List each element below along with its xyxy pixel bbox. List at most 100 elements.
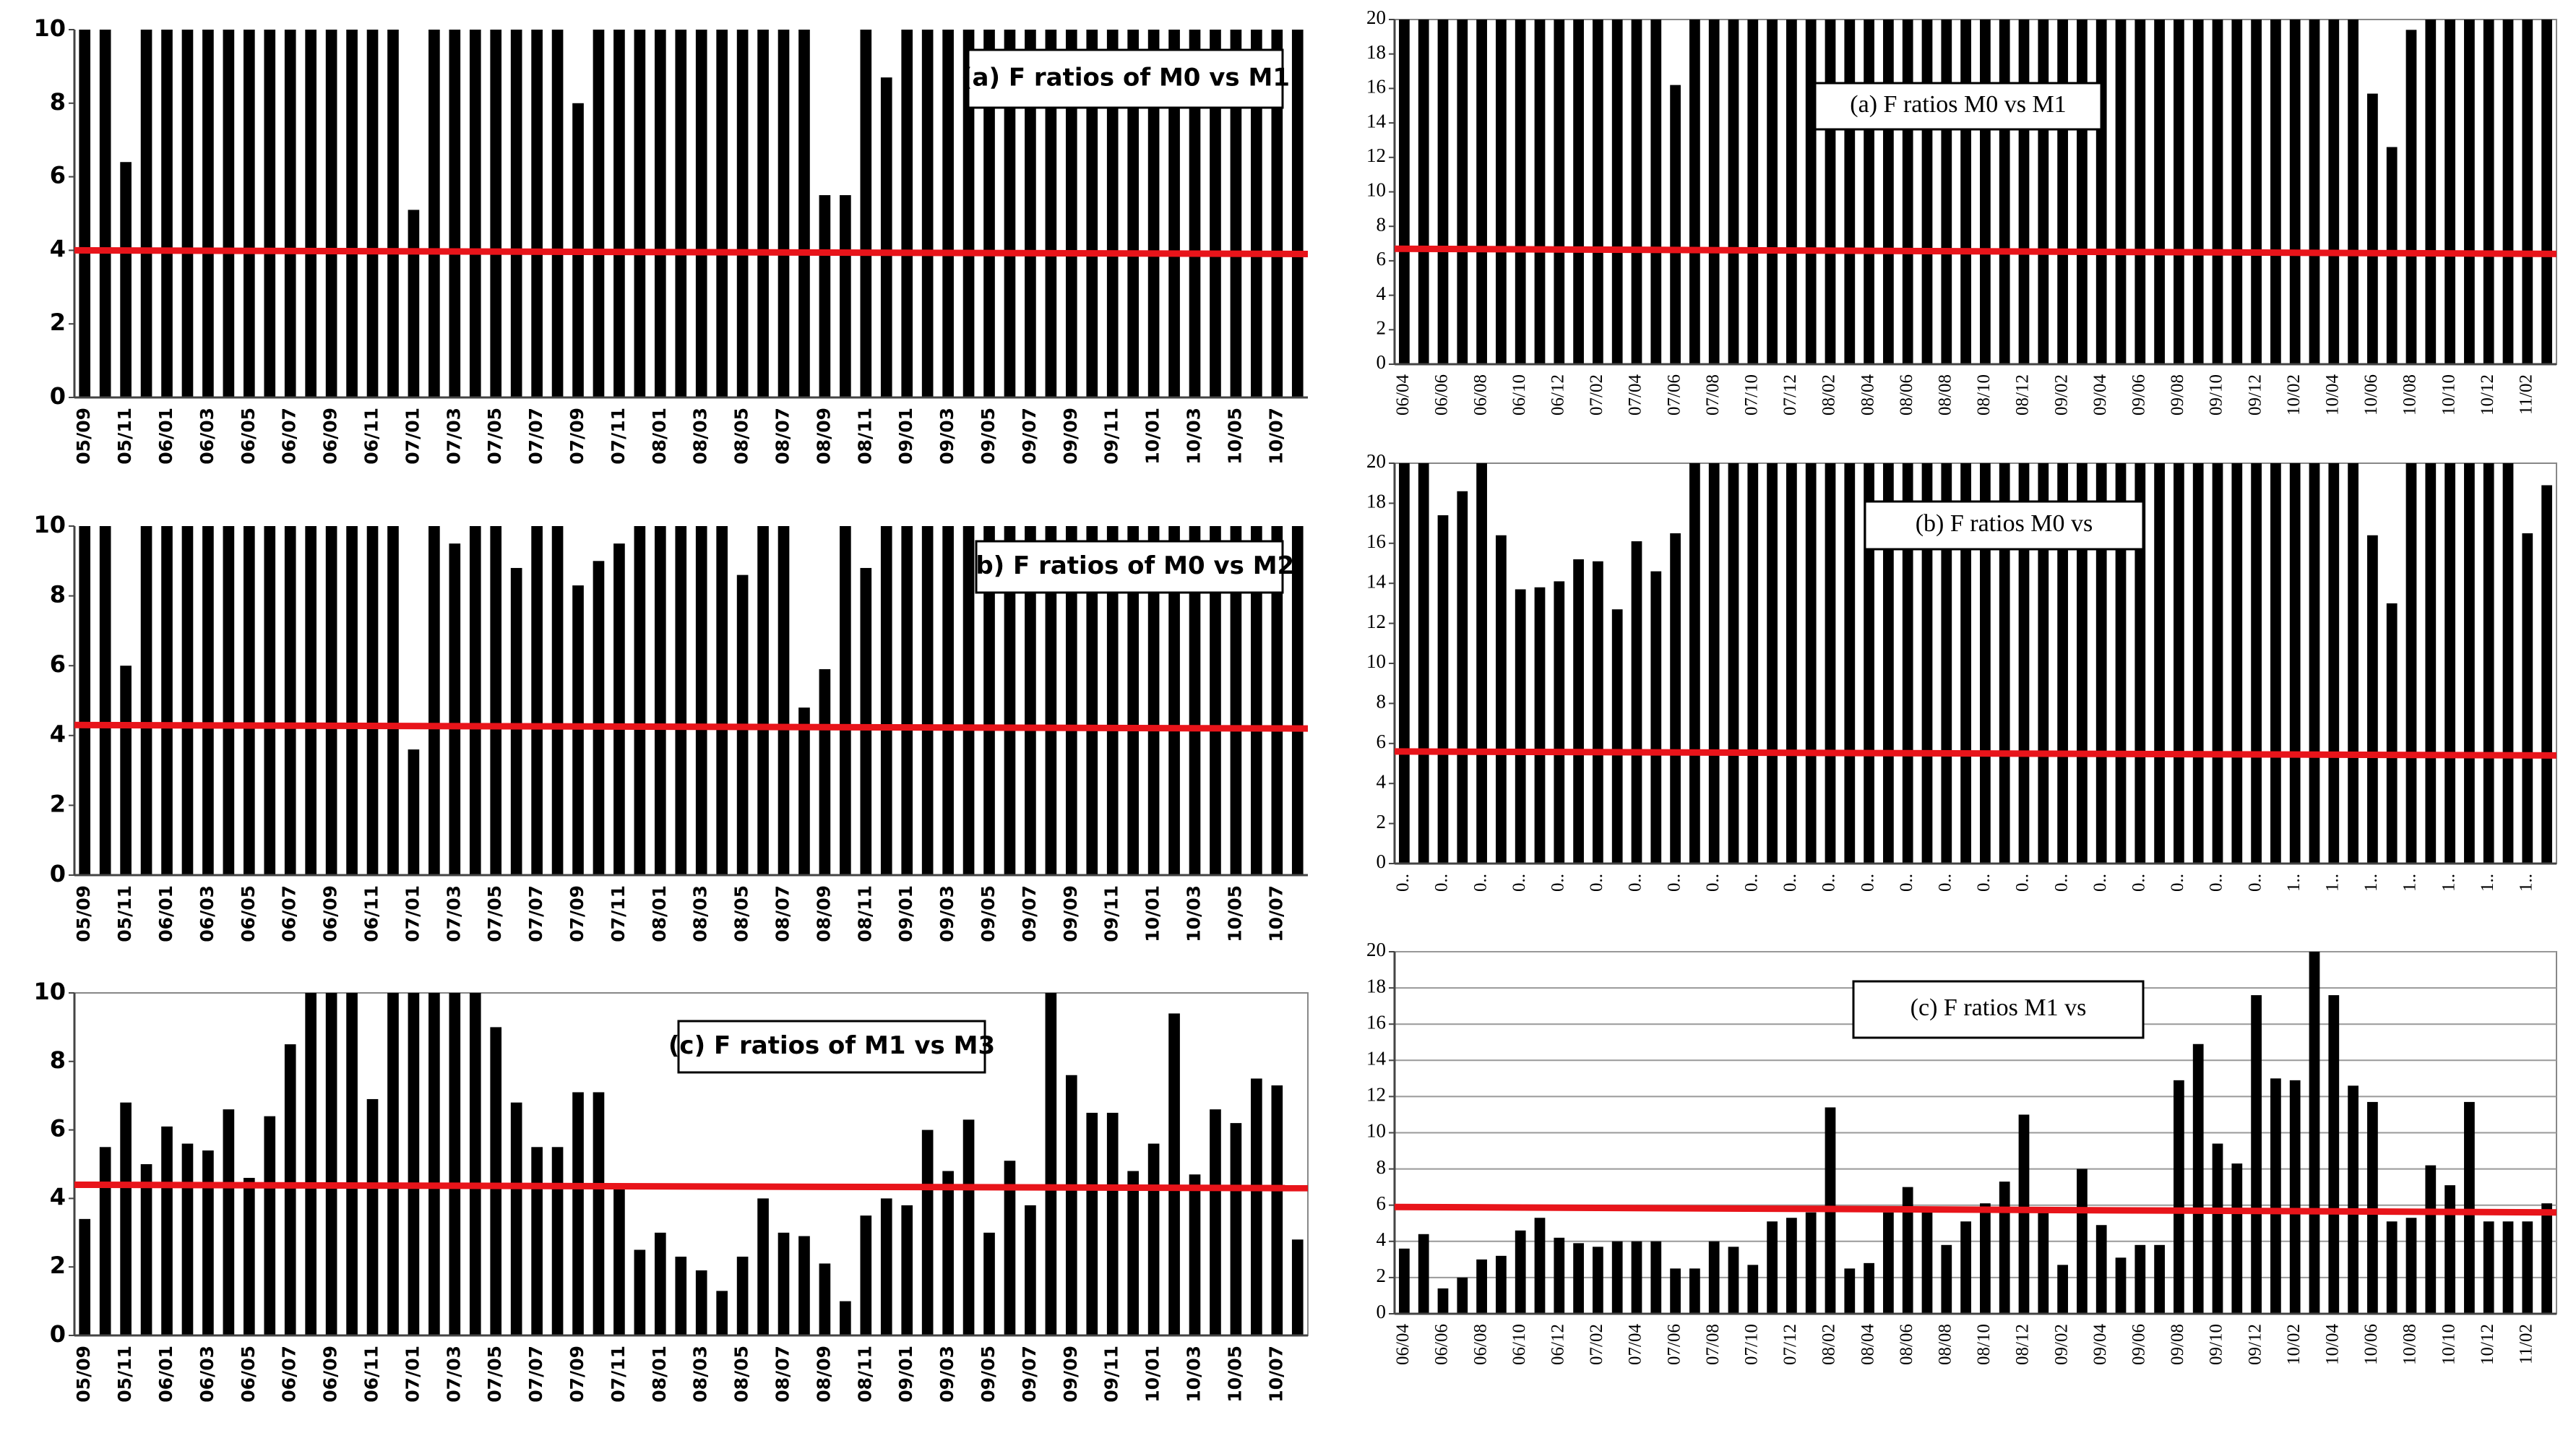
- bar: [449, 543, 461, 875]
- annotation-box: [967, 48, 1284, 109]
- y-tick-label: 8: [50, 88, 66, 116]
- annotation-box: [1814, 82, 2103, 131]
- y-tick-label: 4: [1377, 283, 1387, 304]
- bar: [2444, 1185, 2455, 1314]
- bar: [1689, 1268, 1700, 1314]
- bar: [2425, 20, 2437, 364]
- bar: [99, 30, 111, 397]
- bar: [120, 666, 132, 875]
- y-tick-label: 0: [50, 860, 66, 887]
- bar: [79, 1218, 91, 1335]
- bar: [1825, 20, 1836, 364]
- x-tick-label: 07/12: [1780, 1324, 1800, 1365]
- x-tick-label: 07/09: [567, 885, 587, 942]
- x-tick-label: 08/08: [1936, 374, 1955, 416]
- bar: [1999, 463, 2010, 864]
- chart: 0 2 4 6 8 10 05/09 05/11 06/01 06/03 06/05 06/07 06/…: [33, 978, 1309, 1403]
- bar: [1728, 20, 1739, 364]
- x-tick-label: 06/12: [1548, 1324, 1568, 1365]
- y-tick-label: 0: [1377, 851, 1387, 872]
- y-tick-label: 14: [1366, 570, 1387, 592]
- bar: [736, 1256, 749, 1335]
- x-tick-label: 08/12: [2013, 374, 2033, 416]
- bar: [305, 526, 316, 875]
- bar: [983, 30, 995, 397]
- bar: [2212, 463, 2223, 864]
- bar: [1066, 526, 1077, 875]
- x-tick-label: 09/08: [2168, 374, 2187, 416]
- bar: [2425, 463, 2437, 864]
- bar: [2309, 463, 2320, 864]
- bar: [428, 993, 440, 1335]
- bar: [1066, 30, 1077, 397]
- bar: [1127, 30, 1139, 397]
- bar: [490, 1027, 502, 1335]
- x-tick-label: 09/07: [1019, 885, 1040, 942]
- bar: [2038, 463, 2049, 864]
- x-tick-label: 1..: [2517, 874, 2536, 892]
- bar: [510, 30, 522, 397]
- bar: [1230, 526, 1242, 875]
- x-tick-label: 06/07: [279, 408, 300, 465]
- bar: [366, 1098, 379, 1335]
- x-tick-label: 08/07: [772, 885, 793, 942]
- x-tick-label: 10/07: [1265, 1346, 1286, 1403]
- x-tick-label: 07/05: [484, 1346, 505, 1403]
- bar: [244, 1177, 255, 1335]
- bar: [942, 30, 954, 397]
- y-tick-label: 14: [1366, 1048, 1387, 1070]
- y-tick-label: 2: [50, 309, 66, 336]
- bar: [1573, 559, 1584, 864]
- x-tick-label: 07/09: [567, 408, 587, 465]
- x-tick-label: 10/06: [2361, 1324, 2381, 1365]
- x-tick-label: 07/04: [1626, 1324, 1645, 1365]
- bar: [901, 526, 913, 875]
- x-tick-label: 09/01: [895, 408, 916, 465]
- bar: [1437, 20, 1449, 364]
- bar: [860, 1215, 872, 1335]
- x-tick-label: 08/10: [1974, 374, 1994, 416]
- x-tick-label: 0..: [1470, 874, 1490, 892]
- y-tick-label: 16: [1366, 76, 1386, 98]
- bar: [1786, 20, 1797, 364]
- x-tick-label: 06/03: [197, 408, 217, 465]
- y-tick-label: 6: [1377, 731, 1387, 752]
- x-tick-label: 0..: [1742, 874, 1762, 892]
- x-tick-label: 08/09: [813, 408, 834, 465]
- bar: [921, 30, 934, 397]
- bar: [1883, 20, 1894, 364]
- bar: [223, 526, 235, 875]
- y-tick-label: 0: [50, 1320, 66, 1348]
- bar: [2018, 20, 2030, 364]
- bar: [1593, 20, 1603, 364]
- y-tick-label: 6: [50, 1115, 66, 1142]
- reference-line: [1394, 245, 2557, 257]
- bar: [1147, 526, 1160, 875]
- x-tick-label: 10/05: [1224, 885, 1245, 942]
- x-tick-label: 09/09: [1060, 408, 1081, 465]
- x-tick-label: 08/11: [854, 1346, 875, 1403]
- bar: [551, 30, 564, 397]
- bar: [1291, 526, 1304, 875]
- bar: [2289, 20, 2301, 364]
- bar: [1399, 20, 1410, 364]
- bar: [99, 526, 111, 875]
- bar: [2309, 20, 2320, 364]
- y-tick-label: 18: [1366, 975, 1386, 997]
- x-tick-label: 07/05: [484, 885, 505, 942]
- bar: [716, 526, 728, 875]
- bar: [1251, 1078, 1262, 1335]
- bar: [264, 1116, 276, 1335]
- bar: [1631, 541, 1642, 864]
- x-tick-label: 08/07: [772, 1346, 793, 1403]
- x-tick-label: 07/01: [402, 1346, 423, 1403]
- bar: [2018, 1114, 2030, 1314]
- bar: [2367, 93, 2378, 364]
- bar: [264, 526, 276, 875]
- x-tick-label: 07/10: [1742, 374, 1762, 416]
- x-tick-label: 09/04: [2090, 374, 2110, 416]
- bar: [2077, 463, 2088, 864]
- bar: [1457, 20, 1468, 364]
- chart: 0 2 4 6 8 10 12 14 16 18 20 06/04 06/06 06/08 06/10 06/…: [1366, 7, 2557, 416]
